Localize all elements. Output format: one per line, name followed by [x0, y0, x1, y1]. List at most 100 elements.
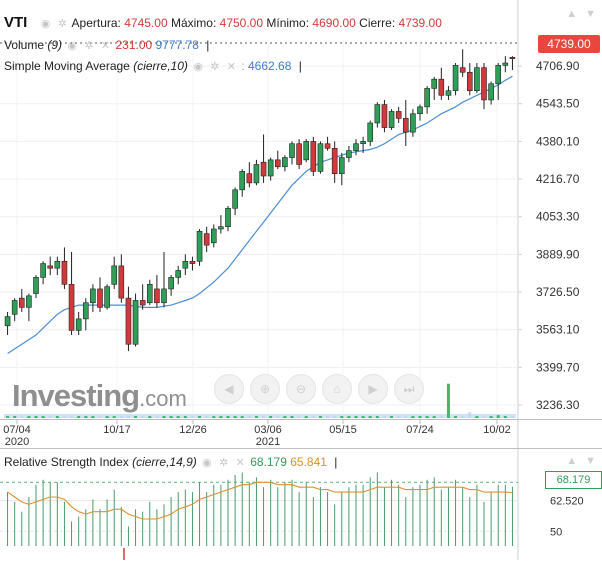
- candle-body: [11, 300, 18, 315]
- candle-body: [274, 159, 281, 168]
- candle: [125, 286, 132, 352]
- volume-bar: [439, 416, 443, 418]
- candle-body: [246, 173, 253, 184]
- zoom-reset-icon[interactable]: ⌂: [322, 374, 352, 404]
- eye-icon[interactable]: ◉: [193, 61, 203, 73]
- volume-bar: [375, 416, 379, 418]
- volume-bar: [98, 416, 102, 418]
- candle-body: [481, 67, 487, 101]
- volume-bar: [141, 416, 145, 418]
- candle-body: [267, 159, 274, 177]
- volume-bar: [390, 416, 394, 418]
- maximo-value: 4750.00: [219, 16, 264, 30]
- time-tick-label: 03/06: [254, 424, 282, 436]
- candle-body: [125, 297, 132, 345]
- candle-body: [253, 164, 260, 184]
- close-icon[interactable]: ✕: [235, 457, 245, 469]
- candle: [203, 226, 210, 253]
- volume-bar: [361, 416, 365, 418]
- volume-bar: [290, 416, 294, 418]
- candle-body: [97, 288, 103, 308]
- volume-layer: [4, 383, 516, 418]
- volume-bar: [468, 412, 472, 418]
- candle-body: [239, 171, 246, 191]
- candle: [54, 256, 61, 276]
- price-tick-label: 3563.10: [536, 323, 580, 337]
- close-icon[interactable]: ✕: [100, 40, 111, 52]
- time-tick-label: 12/26: [179, 424, 207, 436]
- candle: [146, 279, 153, 306]
- volume-legend: Volume (9) ◉ ✲ ✕ 231.00 9777.78 |: [4, 37, 209, 54]
- nav-right-icon[interactable]: ▶: [358, 374, 388, 404]
- volume-bar: [432, 416, 436, 418]
- eye-icon[interactable]: ◉: [40, 18, 51, 30]
- candle-body: [296, 143, 302, 165]
- candle: [118, 254, 125, 303]
- chevron-up-icon[interactable]: ▲: [566, 8, 578, 20]
- time-tick-label: 10/02: [483, 424, 511, 436]
- candle-body: [132, 300, 139, 345]
- candle-body: [417, 106, 423, 115]
- candle: [132, 293, 139, 347]
- candle: [296, 139, 302, 170]
- candle-body: [47, 265, 54, 269]
- volume-bar: [404, 416, 408, 418]
- volume-bar: [13, 416, 17, 418]
- volume-bar: [340, 416, 344, 418]
- candle-body: [310, 141, 317, 172]
- volume-bar: [169, 416, 173, 418]
- candle: [310, 136, 317, 176]
- candle: [75, 311, 82, 336]
- volume-bar: [155, 416, 159, 418]
- candle: [410, 109, 416, 137]
- zoom-in-icon[interactable]: ⊕: [250, 374, 280, 404]
- settings-icon[interactable]: ✲: [210, 61, 220, 73]
- volume-bar: [70, 416, 74, 418]
- candle-body: [4, 316, 11, 327]
- cierre-value: 4739.00: [398, 16, 442, 30]
- settings-icon[interactable]: ✲: [84, 40, 94, 52]
- price-tick-label: 3399.70: [536, 360, 580, 374]
- candle-body: [466, 71, 473, 92]
- time-tick-label: 07/04: [3, 424, 31, 436]
- candle-body: [218, 226, 224, 230]
- candle-body: [61, 260, 68, 285]
- price-tick-label: 3726.50: [536, 285, 580, 299]
- chevron-down-icon[interactable]: ▼: [585, 8, 596, 20]
- volume-band: [4, 414, 516, 418]
- candle: [218, 215, 224, 234]
- close-icon[interactable]: ✕: [226, 61, 236, 73]
- candle: [509, 56, 516, 70]
- chevron-down-icon[interactable]: ▼: [585, 455, 596, 467]
- settings-icon[interactable]: ✲: [219, 457, 229, 469]
- candle: [210, 224, 217, 248]
- volume-bar: [247, 416, 251, 418]
- settings-icon[interactable]: ✲: [57, 18, 67, 30]
- candle: [488, 81, 494, 105]
- candle: [90, 284, 96, 312]
- ticker-symbol[interactable]: VTI: [4, 14, 28, 31]
- nav-left-icon[interactable]: ◀: [214, 374, 244, 404]
- volume-bar: [276, 416, 280, 418]
- candle: [317, 141, 324, 174]
- volume-bar: [233, 416, 237, 418]
- candle-body: [346, 150, 352, 158]
- zoom-out-icon[interactable]: ⊖: [286, 374, 316, 404]
- candle-body: [338, 157, 345, 174]
- volume-bar: [283, 416, 287, 418]
- candle-body: [502, 62, 509, 66]
- eye-icon[interactable]: ◉: [202, 457, 212, 469]
- price-tick-label: 4380.10: [536, 134, 580, 148]
- candle-body: [232, 189, 238, 209]
- candle-body: [75, 318, 82, 331]
- eye-icon[interactable]: ◉: [67, 40, 77, 52]
- candle-body: [139, 300, 146, 306]
- cierre-label: Cierre:: [359, 16, 396, 30]
- nav-end-icon[interactable]: ⏭: [394, 374, 424, 404]
- chevron-up-icon[interactable]: ▲: [566, 455, 578, 467]
- candle: [68, 252, 75, 336]
- sma-value: 4662.68: [248, 59, 292, 73]
- candle-body: [324, 143, 331, 149]
